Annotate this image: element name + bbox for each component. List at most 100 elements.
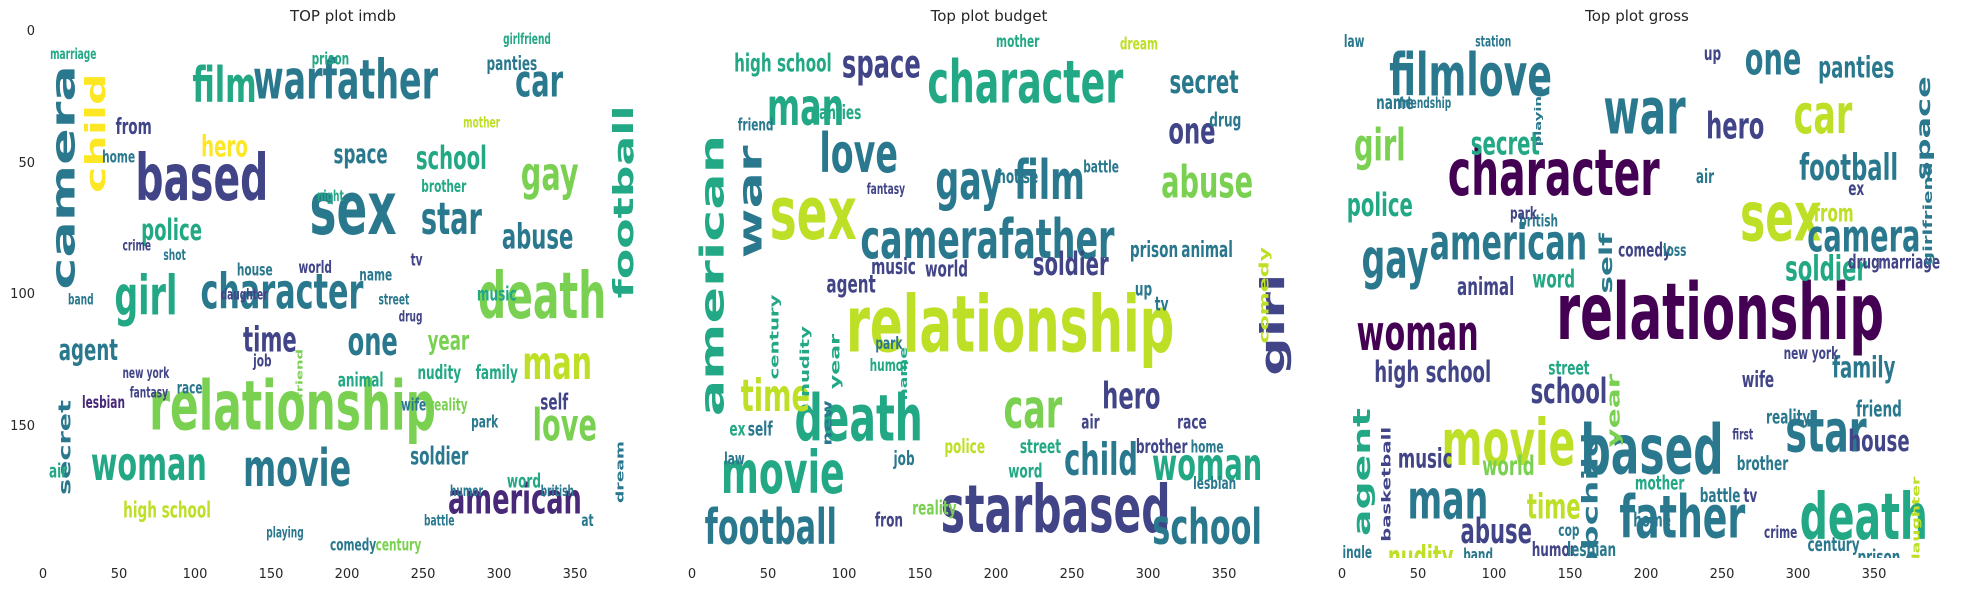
word-hero: hero <box>201 129 248 164</box>
word-high-school: high school <box>1374 355 1491 390</box>
word-police: police <box>944 435 985 458</box>
word-job: job <box>893 447 915 470</box>
word-station: station <box>1475 33 1511 50</box>
x-tick-label: 50 <box>111 567 128 582</box>
word-home: home <box>1633 509 1671 532</box>
word-girl: girl <box>1253 274 1292 376</box>
y-tick-label: 100 <box>10 287 35 302</box>
word-space: space <box>1912 76 1935 180</box>
x-tick-label: 250 <box>1710 567 1735 582</box>
word-year: year <box>1602 374 1624 448</box>
word-prison: prison <box>312 50 350 69</box>
word-agent: agent <box>1348 408 1376 536</box>
y-tick-label: 150 <box>10 419 35 434</box>
word-humor: humor <box>870 357 909 376</box>
x-tick-label: 300 <box>487 567 512 582</box>
word-reality: reality <box>912 496 957 519</box>
x-tick-label: 300 <box>1136 567 1161 582</box>
word-girl: girl <box>1354 120 1406 172</box>
word-battle: battle <box>424 512 455 529</box>
word-movie: movie <box>243 439 351 499</box>
word-word: word <box>1532 265 1575 294</box>
word-street: street <box>1548 356 1589 379</box>
word-based: based <box>1581 411 1724 490</box>
x-tick-label: 0 <box>39 567 47 582</box>
word-panties: panties <box>811 101 862 124</box>
word-playing: playing <box>266 524 303 541</box>
word-comedy: comedy <box>1257 247 1273 344</box>
x-tick-label: 150 <box>259 567 284 582</box>
word-woman: woman <box>1357 304 1479 362</box>
word-abuse: abuse <box>502 216 573 257</box>
word-mother: mother <box>463 114 500 131</box>
word-child: child <box>80 73 112 193</box>
word-secret: secret <box>1471 126 1540 163</box>
word-character: character <box>927 49 1123 118</box>
word-panties: panties <box>1818 50 1894 85</box>
word-drug: drug <box>399 308 423 325</box>
word-band: band <box>1463 546 1493 565</box>
word-movie: movie <box>721 439 845 508</box>
x-tick-label: 0 <box>688 567 696 582</box>
word-ex: ex <box>1848 177 1864 200</box>
word-at: at <box>581 512 593 531</box>
panel-imdb: TOP plot imdb relationship sex warfather ba… <box>10 7 648 582</box>
word-death: death <box>478 259 606 334</box>
word-cloud-budget: relationship sex character gay filmcamerafa… <box>692 30 1298 558</box>
word-self: self <box>540 390 569 415</box>
x-tick-label: 200 <box>984 567 1009 582</box>
word-one: one <box>348 319 398 365</box>
word-crime: crime <box>1764 524 1797 543</box>
word-word: word <box>1008 459 1042 482</box>
word-prison: prison <box>1130 238 1178 263</box>
word-sex: sex <box>770 172 857 257</box>
word-high-school: high school <box>734 49 832 78</box>
word-name: name <box>359 266 392 285</box>
word-friendship: friendship <box>1399 95 1451 112</box>
word-relationship: relationship <box>1556 267 1884 359</box>
word-reality: reality <box>429 396 468 415</box>
word-up: up <box>1704 42 1721 65</box>
x-axis-ticks: 0 50 100 150 200 250 300 350 <box>39 567 588 582</box>
word-brother: brother <box>421 178 466 197</box>
word-child: child <box>1064 434 1138 486</box>
word-street: street <box>378 291 409 308</box>
chart-title: Top plot budget <box>930 7 1048 25</box>
word-dream: dream <box>615 441 627 503</box>
word-air: air <box>49 459 67 482</box>
word-character: character <box>201 263 364 321</box>
x-tick-label: 50 <box>760 567 777 582</box>
word-agent: agent <box>59 332 118 367</box>
word-battle: battle <box>1700 484 1741 507</box>
word-woman: woman <box>1152 439 1262 491</box>
word-camerafather: camerafather <box>860 208 1114 272</box>
word-football: football <box>1799 148 1898 190</box>
word-shot: shot <box>163 247 186 264</box>
word-man: man <box>1407 468 1488 532</box>
word-world: world <box>1482 451 1535 482</box>
word-mother: mother <box>996 33 1039 52</box>
word-single: single <box>1336 543 1372 562</box>
chart-title: Top plot gross <box>1584 7 1689 25</box>
word-house: house <box>1848 423 1909 458</box>
word-world: world <box>299 259 332 278</box>
word-playing: playing <box>1533 86 1543 147</box>
word-football: football <box>608 105 640 298</box>
word-music: music <box>871 255 916 280</box>
word-star: star <box>1785 397 1866 466</box>
word-man: man <box>522 337 592 391</box>
x-tick-label: 100 <box>1482 567 1507 582</box>
word-starbased: starbased <box>941 471 1171 548</box>
x-axis-ticks: 0 50 100 150 200 250 300 350 <box>688 567 1237 582</box>
word-fantasy: fantasy <box>867 181 905 198</box>
word-based: based <box>135 141 268 216</box>
word-love: love <box>533 400 597 452</box>
word-home: home <box>102 148 135 167</box>
cloud-background <box>1342 30 1947 558</box>
word-american: american <box>1430 214 1588 272</box>
word-gay: gay <box>521 148 579 202</box>
word-jobchild: jobchild <box>1577 432 1602 586</box>
word-love: love <box>819 122 898 186</box>
word-gay: gay <box>1361 227 1428 291</box>
